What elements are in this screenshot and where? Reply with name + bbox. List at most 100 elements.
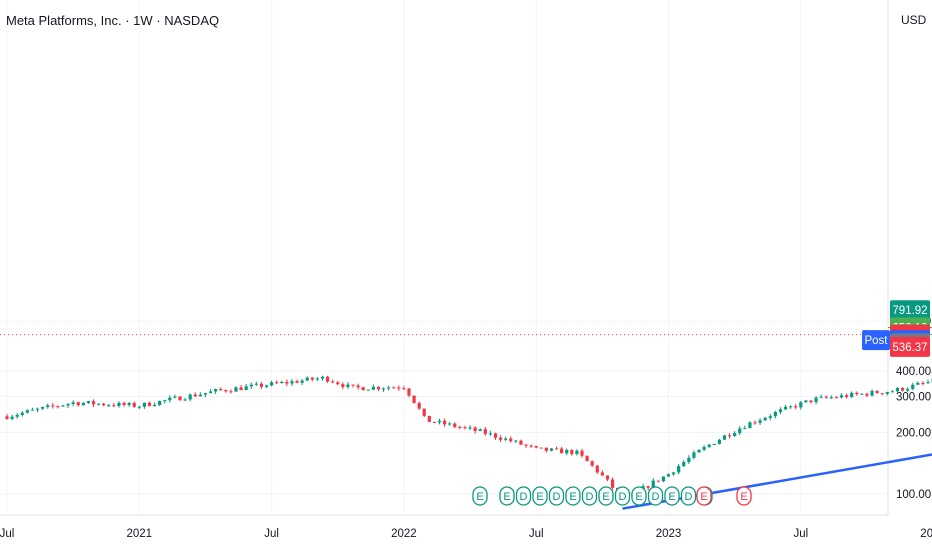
event-marker[interactable] — [664, 486, 680, 506]
price-axis[interactable] — [888, 0, 932, 550]
candle-body — [758, 420, 762, 423]
trendline[interactable] — [622, 311, 932, 510]
candle-body — [30, 409, 35, 411]
candle-body — [468, 427, 472, 429]
event-marker[interactable] — [565, 486, 581, 506]
candle-body — [341, 384, 345, 388]
candle-body — [860, 393, 864, 395]
event-marker[interactable] — [680, 486, 697, 506]
candle-body — [142, 402, 146, 407]
y-tick-label: 400.00 — [896, 366, 931, 378]
candle-body — [300, 380, 304, 383]
event-marker-label: D — [619, 491, 627, 503]
price-label: 536.37 — [892, 342, 927, 354]
x-tick-label: 2022 — [391, 528, 417, 540]
event-marker[interactable] — [472, 486, 488, 506]
candle-body — [498, 437, 503, 440]
candle-body — [412, 395, 416, 403]
candle-body — [646, 486, 650, 488]
candle-body — [448, 423, 452, 425]
candle-body — [315, 378, 319, 380]
event-marker[interactable] — [515, 486, 532, 506]
candle-body — [387, 387, 391, 389]
x-tick-label: 2023 — [656, 528, 682, 540]
y-tick-label: 200.00 — [896, 427, 931, 439]
candle-body — [458, 426, 462, 428]
event-marker[interactable] — [736, 486, 752, 506]
x-tick-label: Jul — [529, 528, 544, 540]
event-marker[interactable] — [696, 486, 712, 506]
event-marker[interactable] — [532, 486, 548, 506]
candle-body — [794, 406, 798, 408]
candle-body — [575, 450, 579, 454]
candle-body — [478, 429, 482, 431]
event-marker[interactable] — [614, 486, 631, 506]
candle-body — [10, 416, 14, 419]
candle-body — [534, 446, 538, 448]
candle-body — [249, 384, 253, 387]
candle-body — [351, 384, 355, 386]
event-marker[interactable] — [581, 486, 598, 506]
candle-body — [422, 408, 426, 416]
event-marker-label: E — [700, 491, 707, 503]
candle-body — [168, 397, 172, 401]
x-tick-label: Jul — [0, 528, 14, 540]
candle-body — [15, 414, 19, 417]
candle-body — [753, 422, 757, 424]
candle-body — [152, 404, 157, 406]
currency-label[interactable]: USD — [901, 13, 927, 27]
candle-body — [692, 452, 696, 458]
candle-body — [86, 401, 91, 404]
candle-body — [376, 386, 381, 390]
candle-body — [208, 391, 213, 394]
candle-body — [270, 382, 274, 386]
candle-body — [81, 403, 85, 406]
candle-body — [198, 394, 202, 397]
event-marker[interactable] — [548, 486, 565, 506]
event-marker-label: E — [503, 491, 510, 503]
candle-body — [219, 389, 223, 391]
candle-body — [651, 480, 655, 488]
candle-body — [397, 387, 401, 389]
candle-body — [560, 448, 564, 454]
event-marker-label: D — [520, 491, 528, 503]
candle-body — [173, 396, 177, 398]
candle-body — [921, 382, 925, 384]
event-marker[interactable] — [647, 486, 664, 506]
candle-body — [117, 402, 121, 406]
candle-body — [926, 382, 930, 384]
candle-body — [366, 389, 370, 391]
candle-body — [346, 384, 350, 388]
candle-body — [402, 388, 406, 390]
candle-body — [280, 381, 284, 384]
candle-body — [880, 393, 884, 395]
candle-body — [595, 465, 599, 473]
candle-body — [56, 406, 60, 408]
candle-body — [885, 392, 889, 394]
x-tick-label: 2024 — [920, 528, 932, 540]
candle-body — [61, 405, 65, 407]
candle-body — [743, 428, 747, 430]
event-marker[interactable] — [499, 486, 515, 506]
candle-body — [356, 385, 360, 388]
candle-body — [707, 444, 711, 447]
event-marker[interactable] — [631, 486, 647, 506]
candle-body — [804, 400, 808, 403]
candle-body — [819, 396, 823, 398]
candle-body — [570, 449, 574, 454]
candle-body — [214, 389, 218, 392]
candle-body — [392, 387, 396, 389]
candle-body — [325, 376, 330, 382]
candle-body — [661, 476, 666, 482]
event-marker-label: D — [553, 491, 561, 503]
candle-body — [295, 381, 299, 383]
candle-body — [310, 377, 314, 380]
candle-body — [107, 405, 111, 407]
candle-body — [407, 388, 411, 396]
event-marker[interactable] — [598, 486, 614, 506]
candle-body — [702, 446, 706, 450]
candle-body — [259, 383, 264, 387]
candle-body — [305, 377, 309, 381]
candle-body — [911, 384, 915, 389]
